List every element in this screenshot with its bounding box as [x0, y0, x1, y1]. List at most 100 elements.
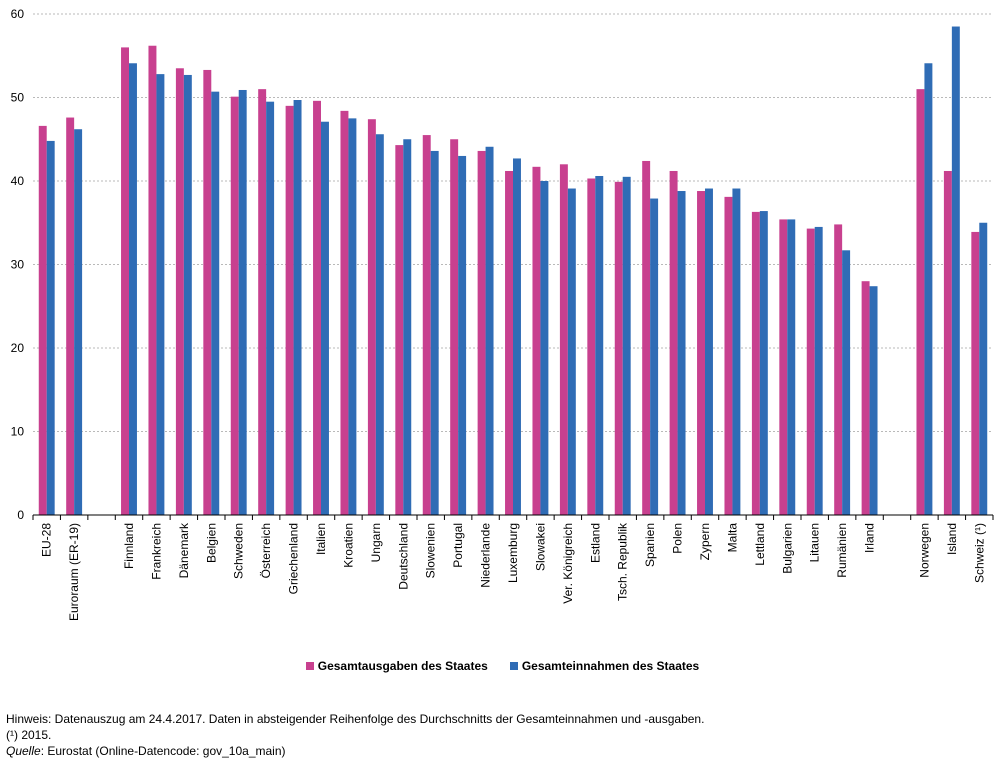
bar-ausgaben	[971, 231, 980, 515]
bar-ausgaben	[285, 105, 294, 515]
x-tick-label: Österreich	[259, 523, 273, 578]
bar-ausgaben	[148, 45, 157, 515]
source-text: : Eurostat (Online-Datencode: gov_10a_ma…	[40, 744, 286, 758]
y-tick-label: 10	[11, 425, 25, 439]
x-tick-label: Kroatien	[341, 523, 355, 568]
legend-item-einnahmen[interactable]: Gesamteinnahmen des Staates	[509, 659, 700, 673]
x-tick-label: Zypern	[698, 523, 712, 560]
bar-einnahmen	[759, 211, 768, 515]
legend-label-ausgaben: Gesamtausgaben des Staates	[317, 659, 488, 673]
bar-einnahmen	[732, 188, 741, 515]
bar-ausgaben	[669, 170, 678, 516]
bar-ausgaben	[313, 100, 321, 515]
bar-einnahmen	[321, 121, 329, 515]
y-tick-label: 20	[11, 341, 25, 355]
bar-ausgaben	[614, 181, 623, 515]
bar-einnahmen	[348, 118, 357, 515]
bar-ausgaben	[121, 47, 129, 516]
bar-ausgaben	[943, 170, 952, 516]
bar-ausgaben	[532, 166, 541, 515]
bar-ausgaben	[175, 68, 184, 516]
bar-einnahmen	[293, 100, 302, 515]
x-tick-label: Norwegen	[917, 523, 931, 578]
legend: Gesamtausgaben des Staates Gesamteinnahm…	[0, 659, 1005, 673]
legend-item-ausgaben[interactable]: Gesamtausgaben des Staates	[305, 659, 488, 673]
bar-ausgaben	[642, 160, 651, 515]
x-tick-label: Ungarn	[369, 523, 383, 562]
notes: Hinweis: Datenauszug am 24.4.2017. Daten…	[6, 711, 704, 759]
x-tick-label: Slowenien	[424, 523, 438, 578]
bar-einnahmen	[46, 140, 55, 516]
bar-einnahmen	[924, 63, 933, 515]
legend-swatch-ausgaben	[305, 662, 314, 670]
x-tick-label: Malta	[725, 523, 739, 553]
bar-einnahmen	[156, 74, 165, 516]
bar-ausgaben	[779, 219, 788, 515]
bar-einnahmen	[650, 198, 659, 515]
bar-ausgaben	[367, 119, 376, 516]
y-tick-label: 40	[11, 174, 25, 188]
bar-einnahmen	[705, 188, 713, 515]
source-label: Quelle	[6, 744, 41, 758]
bar-ausgaben	[916, 89, 925, 516]
bar-chart: 0 10 20 30 40 50 60 EU-28 Euroraum (ER-19) Finnla…	[11, 7, 994, 621]
bar-ausgaben	[477, 150, 486, 515]
x-tick-label: Schweden	[232, 523, 246, 579]
bar-einnahmen	[266, 101, 275, 516]
bar-ausgaben	[422, 135, 431, 515]
bar-einnahmen	[951, 26, 960, 516]
bar-ausgaben	[66, 117, 75, 515]
bar-einnahmen	[458, 155, 467, 515]
bar-einnahmen	[787, 219, 796, 515]
x-tick-label: Spanien	[643, 523, 657, 567]
bar-ausgaben	[834, 224, 843, 516]
bar-einnahmen	[238, 89, 247, 516]
bar-ausgaben	[587, 178, 596, 515]
bar-einnahmen	[595, 175, 604, 516]
bar-ausgaben	[258, 89, 267, 516]
x-tick-label: Euroraum (ER-19)	[67, 523, 81, 621]
x-tick-label: Luxemburg	[506, 523, 520, 583]
x-tick-label: Finnland	[122, 523, 136, 569]
y-tick-label: 0	[17, 508, 24, 522]
bar-ausgaben	[806, 228, 815, 515]
x-tick-label: EU-28	[40, 523, 54, 557]
note-footnote: (¹) 2015.	[6, 728, 52, 742]
x-tick-label: Niederlande	[479, 523, 493, 588]
bar-einnahmen	[74, 129, 83, 516]
x-tick-label: Deutschland	[396, 523, 410, 590]
legend-label-einnahmen: Gesamteinnahmen des Staates	[521, 659, 700, 673]
x-tick-label: Belgien	[204, 523, 218, 563]
bar-einnahmen	[677, 191, 686, 515]
x-tick-label: Tsch. Republik	[616, 522, 630, 601]
bar-einnahmen	[622, 176, 631, 515]
bar-einnahmen	[129, 63, 137, 515]
legend-swatch-einnahmen	[509, 662, 518, 670]
bar-einnahmen	[814, 226, 823, 516]
x-tick-label: Polen	[671, 523, 685, 554]
x-tick-label: Griechenland	[287, 523, 301, 594]
x-tick-label: Lettland	[753, 523, 767, 566]
x-tick-label: Italien	[314, 523, 328, 555]
bar-einnahmen	[842, 250, 851, 515]
bar-einnahmen	[430, 150, 439, 515]
bar-einnahmen	[485, 146, 494, 515]
bar-einnahmen	[567, 188, 576, 515]
x-tick-label: Island	[945, 523, 959, 555]
bar-ausgaben	[230, 96, 239, 515]
note-source: Quelle: Eurostat (Online-Datencode: gov_…	[6, 743, 704, 759]
bar-ausgaben	[450, 139, 459, 515]
x-tick-label: Bulgarien	[780, 523, 794, 574]
bar-ausgaben	[559, 164, 568, 516]
bar-einnahmen	[540, 181, 549, 515]
x-tick-label: Estland	[588, 523, 602, 563]
bar-einnahmen	[403, 139, 412, 515]
y-tick-label: 50	[11, 91, 25, 105]
bar-einnahmen	[979, 222, 988, 515]
bar-ausgaben	[505, 170, 513, 516]
bar-ausgaben	[395, 145, 404, 515]
y-tick-label: 30	[11, 258, 25, 272]
x-tick-label: Rumänien	[835, 523, 849, 578]
bar-einnahmen	[513, 158, 521, 515]
x-tick-label: Irland	[863, 523, 877, 553]
